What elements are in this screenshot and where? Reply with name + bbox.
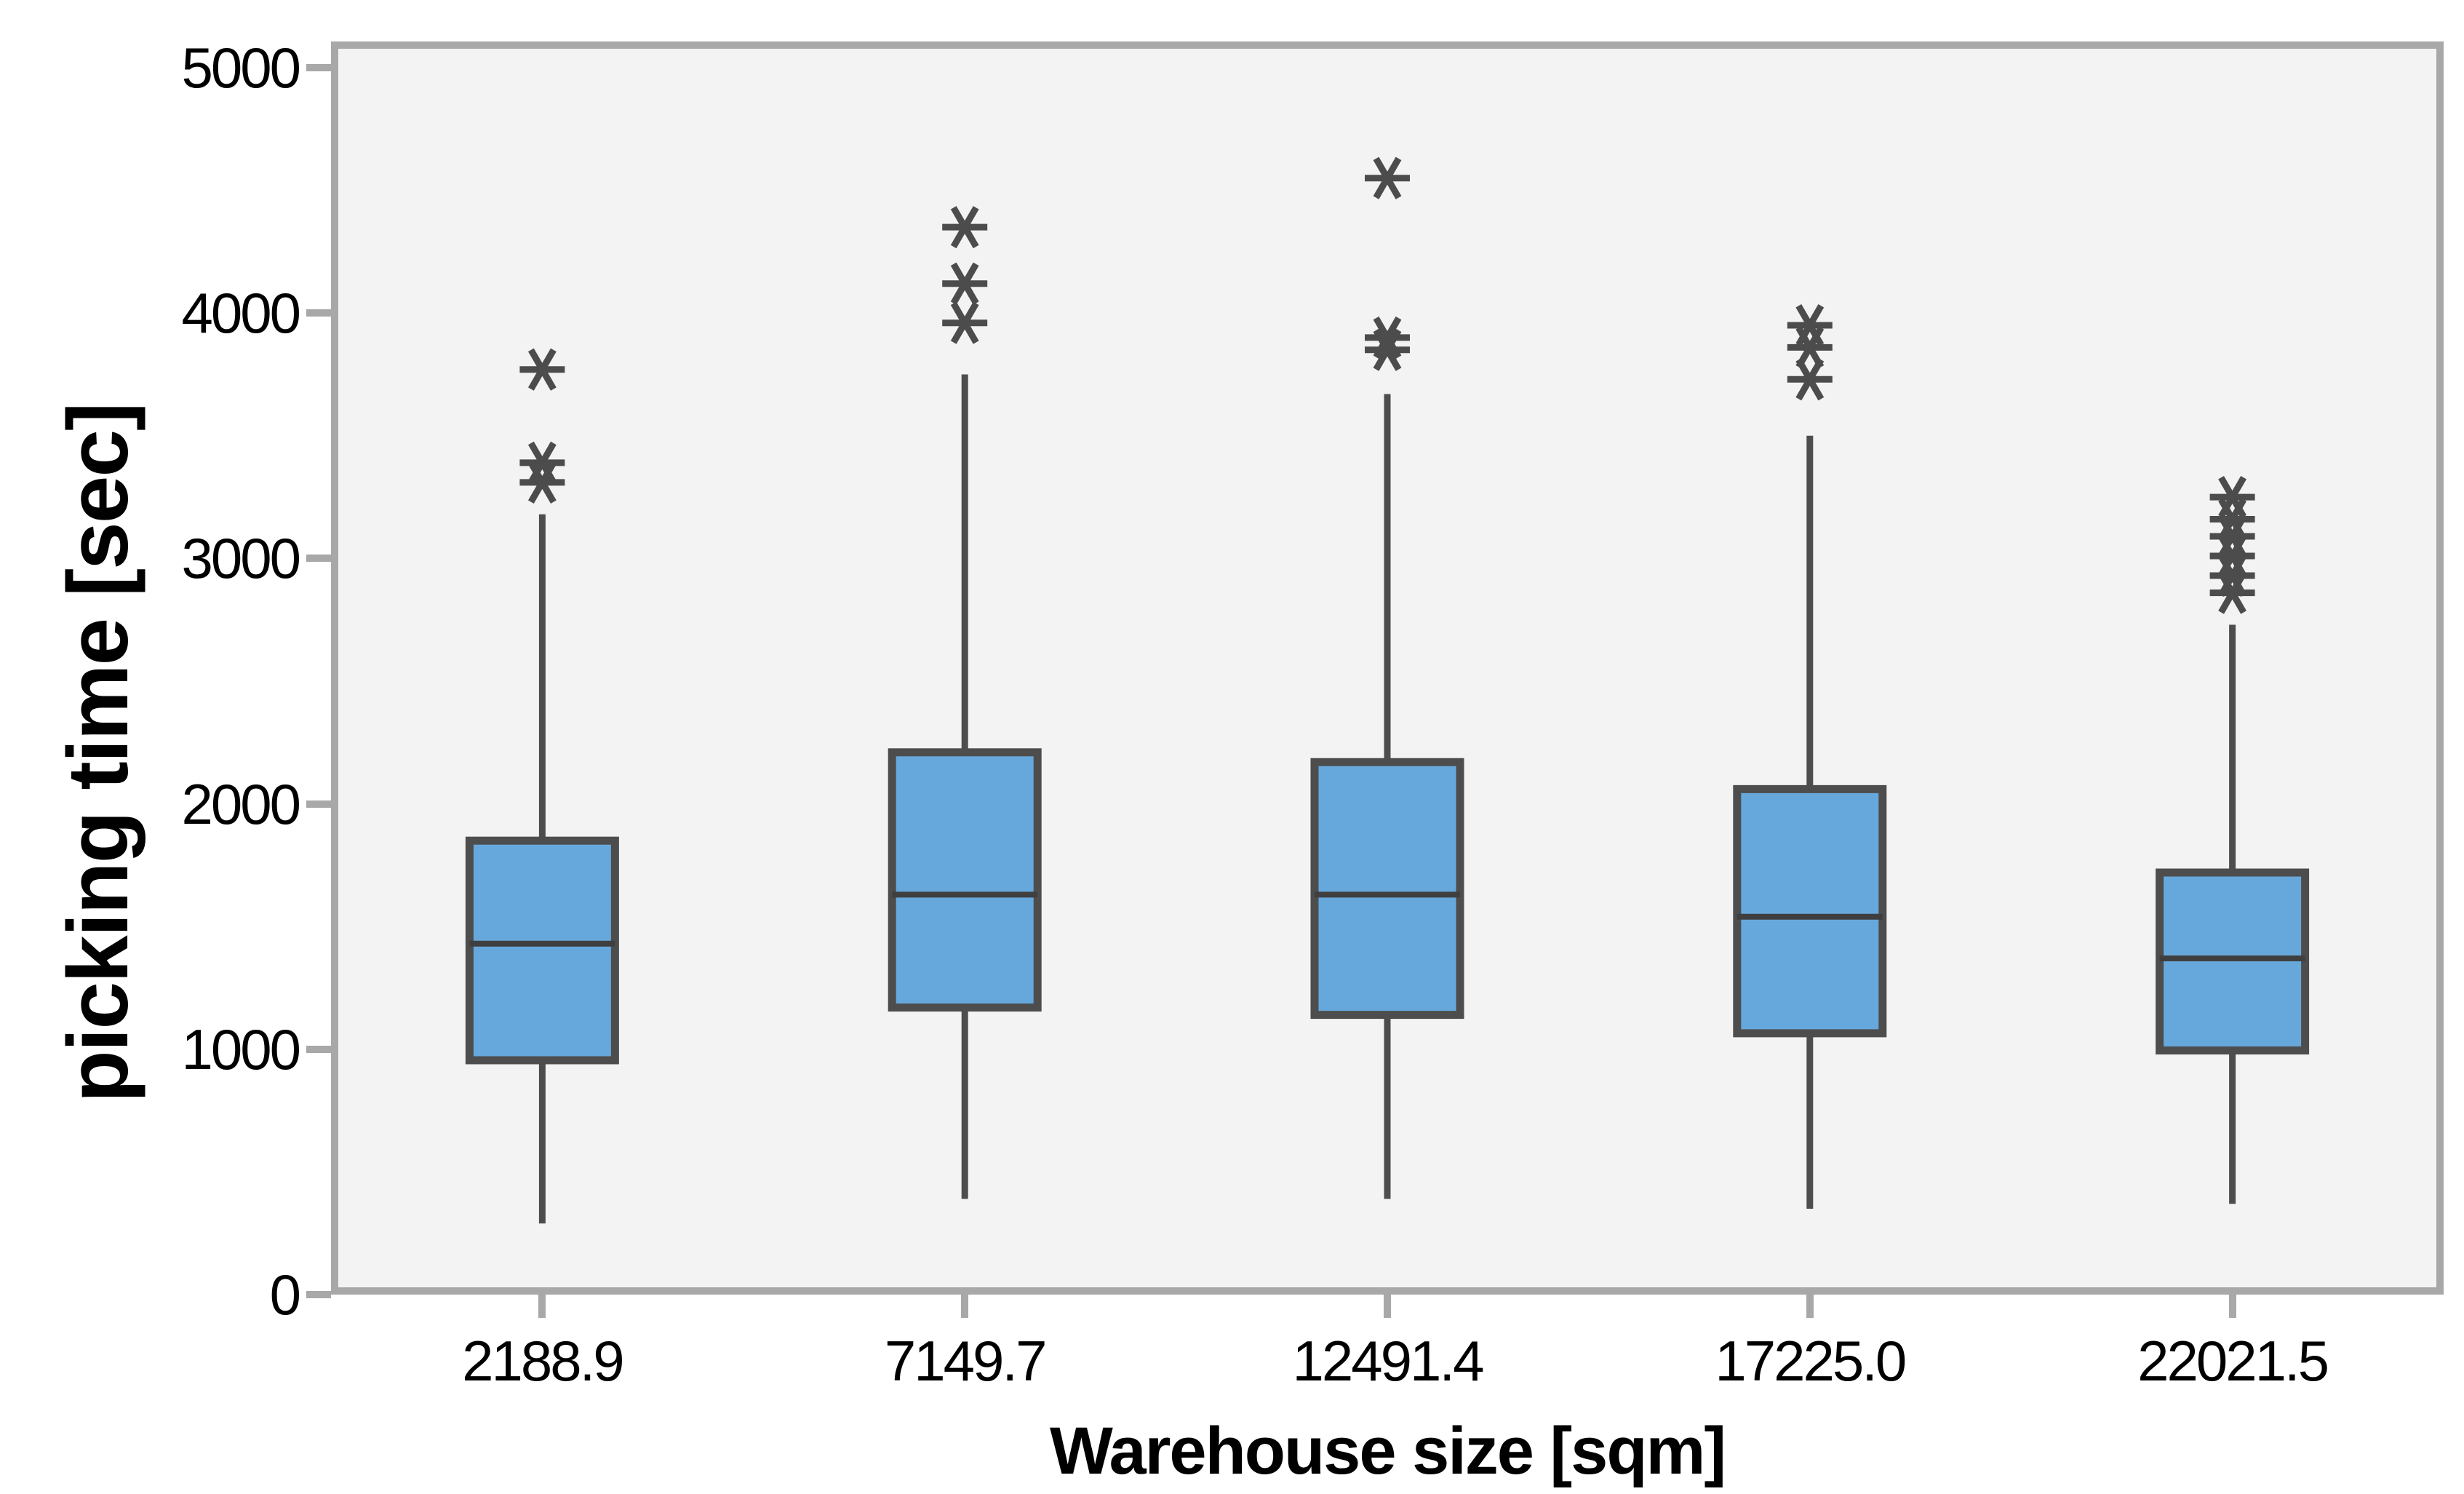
iqr-box: [888, 748, 1042, 1012]
boxplot-canvas: [465, 156, 2310, 1224]
y-tick-mark: [306, 555, 331, 563]
x-tick-label: 2188.9: [462, 1329, 625, 1393]
outlier-marker: [2209, 571, 2255, 614]
y-tick-label: 4000: [181, 281, 301, 346]
iqr-box: [2156, 868, 2310, 1054]
x-tick-mark: [1384, 1295, 1391, 1318]
y-tick-label: 2000: [181, 771, 301, 836]
outlier-marker: [942, 301, 988, 344]
x-tick-mark: [961, 1295, 969, 1318]
outlier-marker: [519, 348, 565, 391]
outlier-marker: [942, 262, 988, 305]
x-tick-label: 22021.5: [2137, 1329, 2329, 1393]
x-tick-label: 7149.7: [884, 1329, 1048, 1393]
outlier-marker: [1787, 326, 1833, 369]
outlier-marker: [2209, 514, 2255, 558]
y-tick-label: 3000: [181, 526, 301, 591]
x-tick-mark: [2228, 1295, 2236, 1318]
iqr-box: [465, 836, 619, 1065]
outlier-marker: [942, 206, 988, 249]
y-tick-label: 1000: [181, 1017, 301, 1081]
y-tick-mark: [306, 1045, 331, 1053]
box-2188.9: [465, 348, 619, 1224]
y-tick-label: 5000: [181, 36, 301, 100]
x-axis-title: Warehouse size [sqm]: [1050, 1414, 1726, 1488]
y-tick-mark: [306, 64, 331, 71]
x-tick-mark: [538, 1295, 546, 1318]
outlier-marker: [2209, 476, 2255, 519]
box-22021.5: [2156, 476, 2310, 1204]
y-tick-mark: [306, 1291, 331, 1298]
y-tick-label: 0: [269, 1263, 301, 1327]
y-tick-mark: [306, 309, 331, 317]
outlier-marker: [1787, 303, 1833, 347]
box-7149.7: [888, 206, 1042, 1199]
x-tick-mark: [1806, 1295, 1814, 1318]
box-17225.0: [1733, 303, 1887, 1209]
outlier-marker: [1365, 156, 1410, 199]
outlier-marker: [1365, 316, 1410, 359]
x-tick-label: 17225.0: [1715, 1329, 1907, 1393]
iqr-box: [1310, 758, 1464, 1020]
y-axis-title: picking time [sec]: [50, 403, 146, 1103]
box-12491.4: [1310, 156, 1464, 1199]
iqr-box: [1733, 784, 1887, 1038]
y-tick-mark: [306, 800, 331, 808]
x-tick-label: 12491.4: [1292, 1329, 1485, 1393]
outlier-marker: [519, 441, 565, 484]
outlier-marker: [1787, 358, 1833, 401]
